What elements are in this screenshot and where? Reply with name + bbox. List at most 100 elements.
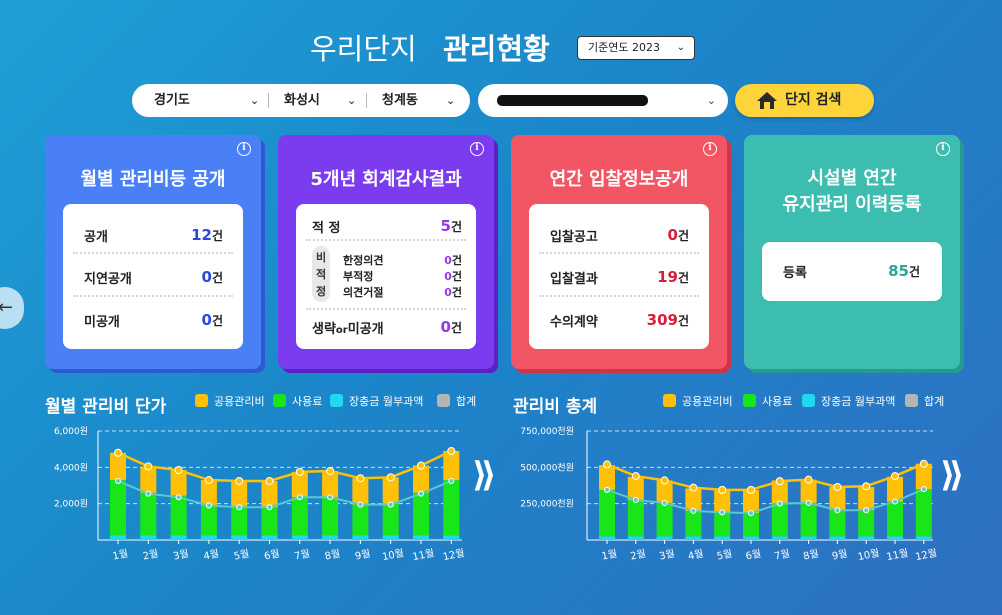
y-tick-label: 750,000천원: [520, 426, 574, 437]
chart-legend-2: 공용관리비 사용료 장충금 월부과액 합계: [663, 393, 963, 409]
legend-swatch: [195, 394, 208, 407]
info-icon[interactable]: i: [936, 142, 950, 156]
row-value: 0: [201, 311, 212, 329]
line-point: [776, 500, 783, 507]
line-point: [919, 459, 928, 468]
x-tick-label: 7월: [773, 548, 791, 563]
bar-segment: [656, 502, 673, 537]
line-point: [326, 466, 335, 475]
apartment-search-button[interactable]: 단지 검색: [735, 84, 874, 117]
x-tick-label: 9월: [354, 548, 372, 563]
row-label: 지연공개: [84, 272, 132, 287]
row-value: 0: [667, 226, 678, 244]
bar-segment: [110, 452, 126, 481]
row-value: 0: [201, 268, 212, 286]
info-icon[interactable]: i: [237, 142, 251, 156]
bar-segment: [685, 536, 702, 540]
legend-item[interactable]: 공용관리비: [195, 393, 265, 409]
legend-swatch: [802, 394, 815, 407]
legend-item[interactable]: 합계: [905, 393, 944, 409]
x-tick-label: 4월: [687, 548, 705, 563]
legend-item[interactable]: 공용관리비: [663, 393, 733, 409]
province-select[interactable]: 경기도 ⌄: [154, 84, 264, 117]
bar-segment: [352, 478, 369, 505]
bar-segment: [685, 510, 702, 537]
line-point: [114, 448, 122, 457]
divider: [366, 93, 367, 108]
legend-item[interactable]: 장충금 월부과액: [330, 393, 423, 409]
line-point: [418, 490, 424, 497]
bar-segment: [261, 480, 278, 508]
card-panel: 등록 85건: [762, 242, 942, 301]
line-point: [357, 501, 364, 508]
legend-item[interactable]: 사용료: [743, 393, 792, 409]
bar-segment: [800, 502, 817, 537]
legend-swatch: [437, 394, 450, 407]
line-point: [833, 482, 842, 491]
bar-segment: [110, 535, 126, 540]
series-line: [117, 480, 452, 509]
row-unit: 건: [677, 314, 689, 328]
year-select[interactable]: 기준연도 2023 ⌄: [577, 36, 695, 60]
row-unit: 건: [677, 271, 689, 285]
bar-segment: [627, 536, 644, 540]
sub-row-adverse: 부적정 0건: [343, 268, 462, 284]
card-monthly-disclosure[interactable]: i 월별 관리비등 공개 공개 12건 지연공개 0건 미공개 0건: [45, 135, 261, 369]
divider: [539, 295, 699, 297]
home-icon: [757, 92, 777, 109]
x-tick-label: 1월: [601, 548, 619, 563]
legend-item[interactable]: 사용료: [273, 393, 322, 409]
bar-segment: [627, 500, 644, 537]
chart-next-arrow-1[interactable]: ⟫: [472, 455, 497, 495]
row-label: 생략: [312, 322, 336, 337]
chevron-down-icon: ⌄: [706, 94, 716, 107]
bar-segment: [685, 488, 702, 511]
page-header: 우리단지 관리현황 기준연도 2023 ⌄: [0, 26, 1002, 66]
card-audit-results[interactable]: i 5개년 회계감사결과 적 정 5건 비적정 한정의견 0건 부적정 0건 의…: [278, 135, 494, 369]
bar-segment: [915, 489, 932, 537]
city-select[interactable]: 화성시 ⌄: [284, 84, 374, 117]
chevron-down-icon: ⌄: [347, 94, 357, 107]
x-tick-label: 12월: [442, 547, 466, 563]
line-point: [632, 497, 639, 504]
bar-segment: [743, 513, 759, 537]
legend-swatch: [743, 394, 756, 407]
bar-segment: [771, 536, 788, 540]
bar-segment: [382, 477, 399, 504]
chart-title-total: 관리비 총계: [513, 397, 598, 417]
legend-swatch: [273, 394, 286, 407]
y-tick-label: 250,000천원: [520, 499, 574, 510]
bar-segment: [829, 486, 846, 511]
line-point: [690, 507, 697, 514]
line-point: [689, 483, 698, 492]
row-label: 수의계약: [550, 315, 598, 330]
chart-next-arrow-2[interactable]: ⟫: [940, 455, 965, 495]
line-point: [235, 476, 244, 485]
legend-label: 합계: [924, 395, 945, 408]
bar-segment: [887, 536, 903, 540]
bar-segment: [261, 535, 278, 540]
bar-segment: [915, 463, 932, 490]
sub-row-value: 0: [444, 254, 452, 267]
y-tick-label: 2,000원: [54, 499, 88, 510]
legend-item[interactable]: 합계: [437, 393, 476, 409]
page-title-bold: 관리현황: [443, 32, 550, 66]
bar-segment: [291, 535, 308, 540]
row-unit: 건: [908, 265, 920, 279]
apartment-name-redacted: [497, 95, 648, 106]
x-tick-label: 6월: [263, 548, 281, 563]
district-select[interactable]: 청계동 ⌄: [382, 84, 467, 117]
row-label: 등록: [783, 266, 807, 281]
card-bidding-info[interactable]: i 연간 입찰정보공개 입찰공고 0건 입찰결과 19건 수의계약 309건: [511, 135, 727, 369]
sub-row-unit: 건: [451, 254, 462, 267]
card-facility-maintenance[interactable]: i 시설별 연간 유지관리 이력등록 등록 85건: [744, 135, 960, 369]
apartment-select[interactable]: ⌄: [478, 84, 728, 117]
info-icon[interactable]: i: [470, 142, 484, 156]
line-point: [892, 498, 898, 505]
line-point: [661, 499, 668, 506]
legend-swatch: [905, 394, 918, 407]
bar-segment: [140, 466, 157, 493]
info-icon[interactable]: i: [703, 142, 717, 156]
legend-item[interactable]: 장충금 월부과액: [802, 393, 895, 409]
y-tick-label: 6,000원: [54, 426, 88, 437]
